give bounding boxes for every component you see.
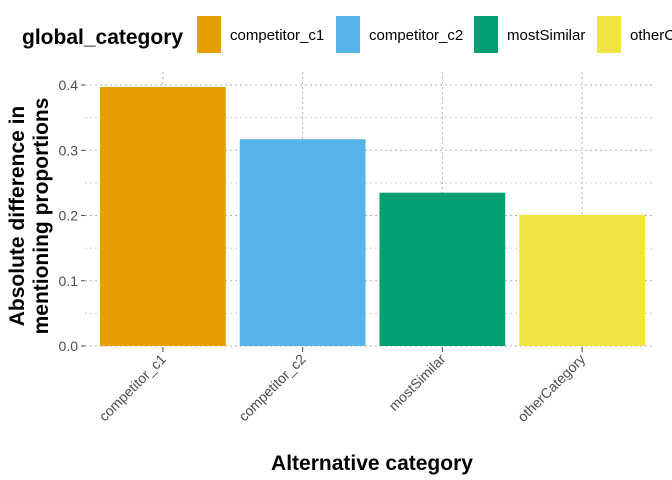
bar-competitor_c1 xyxy=(99,87,226,346)
bars xyxy=(99,87,646,346)
y-axis-title-line-2: mentioning proportions xyxy=(30,98,53,335)
x-tick-label-otherCategory: otherCategory xyxy=(514,351,588,425)
legend-label-otherCategory: otherCategory xyxy=(630,27,672,44)
legend: global_category competitor_c1 competitor_… xyxy=(22,16,672,53)
legend-title: global_category xyxy=(22,26,183,49)
legend-label-competitor_c2: competitor_c2 xyxy=(369,27,463,44)
bar-competitor_c2 xyxy=(239,139,366,346)
y-tick-label-2: 0.2 xyxy=(59,208,79,224)
y-tick-label-4: 0.4 xyxy=(59,77,79,93)
bar-otherCategory xyxy=(519,214,646,346)
x-axis: competitor_c1 competitor_c2 mostSimilar oth… xyxy=(96,347,588,425)
legend-swatch-competitor_c1 xyxy=(197,16,221,53)
y-tick-label-0: 0.0 xyxy=(59,338,79,354)
x-axis-title: Alternative category xyxy=(271,452,473,475)
x-tick-label-competitor_c1: competitor_c1 xyxy=(96,351,170,425)
x-tick-label-competitor_c2: competitor_c2 xyxy=(235,351,309,425)
legend-swatch-mostSimilar xyxy=(474,16,498,53)
legend-swatch-competitor_c2 xyxy=(336,16,360,53)
bar-mostSimilar xyxy=(379,192,506,346)
legend-label-competitor_c1: competitor_c1 xyxy=(230,27,324,44)
legend-label-mostSimilar: mostSimilar xyxy=(507,27,585,44)
legend-swatch-otherCategory xyxy=(597,16,621,53)
y-axis: 0.0 0.1 0.2 0.3 0.4 xyxy=(59,77,85,354)
y-tick-label-3: 0.3 xyxy=(59,142,79,158)
y-axis-title-line-1: Absolute difference in xyxy=(6,106,29,327)
y-axis-title: Absolute difference in mentioning propor… xyxy=(6,98,53,335)
y-tick-label-1: 0.1 xyxy=(59,273,79,289)
x-tick-label-mostSimilar: mostSimilar xyxy=(385,351,448,414)
